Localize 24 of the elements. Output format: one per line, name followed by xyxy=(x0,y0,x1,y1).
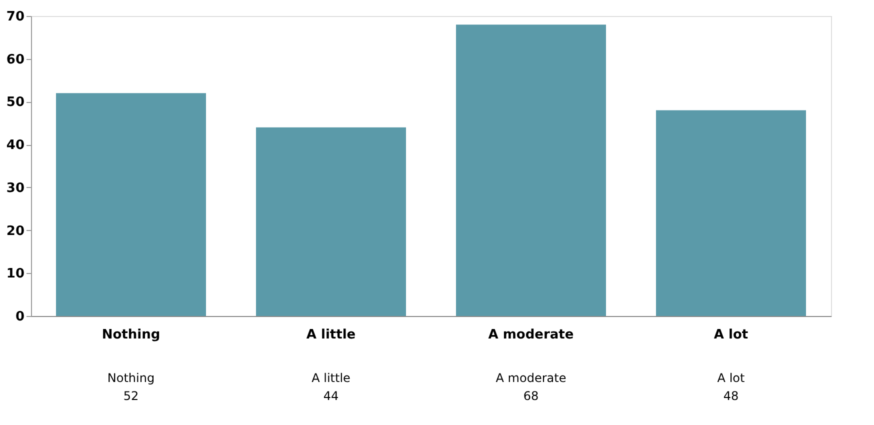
data-label: 68 xyxy=(523,389,539,403)
x-tick-label: A little xyxy=(306,328,356,342)
y-tick-label: 30 xyxy=(6,180,24,196)
data-label: 52 xyxy=(123,389,139,403)
category-label: A moderate xyxy=(496,371,566,385)
data-label: 48 xyxy=(723,389,739,403)
category-label: A little xyxy=(312,371,350,385)
y-tick-label: 10 xyxy=(6,266,24,282)
y-tick-label: 50 xyxy=(6,95,24,110)
data-label: 44 xyxy=(323,389,339,403)
y-tick-label: 20 xyxy=(6,224,24,239)
x-tick-label: Nothing xyxy=(102,328,160,342)
x-tick-label: A lot xyxy=(714,328,748,342)
category-label: Nothing xyxy=(107,371,155,385)
bar xyxy=(656,110,806,316)
y-tick-label: 70 xyxy=(6,10,24,24)
y-tick-label: 40 xyxy=(6,138,24,154)
bar xyxy=(56,93,206,316)
bar xyxy=(256,127,406,316)
bar xyxy=(456,24,606,316)
y-tick-label: 0 xyxy=(15,310,24,324)
category-label: A lot xyxy=(717,371,745,385)
y-tick-label: 60 xyxy=(6,52,24,68)
x-tick-label: A moderate xyxy=(488,328,574,342)
